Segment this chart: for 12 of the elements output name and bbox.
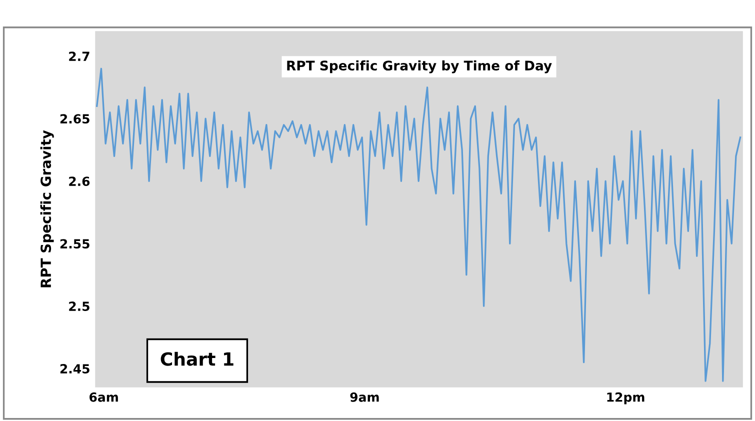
- y-tick-label: 2.5: [69, 302, 90, 312]
- y-tick-label: 2.45: [60, 364, 90, 374]
- y-tick-label: 2.6: [69, 176, 90, 186]
- x-tick-label: 9am: [350, 392, 379, 402]
- text: RPT Specific Gravity by Time of Day: [287, 60, 552, 74]
- annotation: Chart 1: [160, 352, 234, 366]
- x-tick-label: 6am: [90, 392, 118, 402]
- y-axis-title: RPT Specific Gravity: [40, 130, 54, 288]
- y-tick-label: 2.7: [69, 52, 90, 61]
- y-tick-label: 2.55: [60, 239, 90, 249]
- y-tick-label: 2.65: [60, 114, 90, 124]
- x-tick-label: 12pm: [607, 392, 644, 404]
